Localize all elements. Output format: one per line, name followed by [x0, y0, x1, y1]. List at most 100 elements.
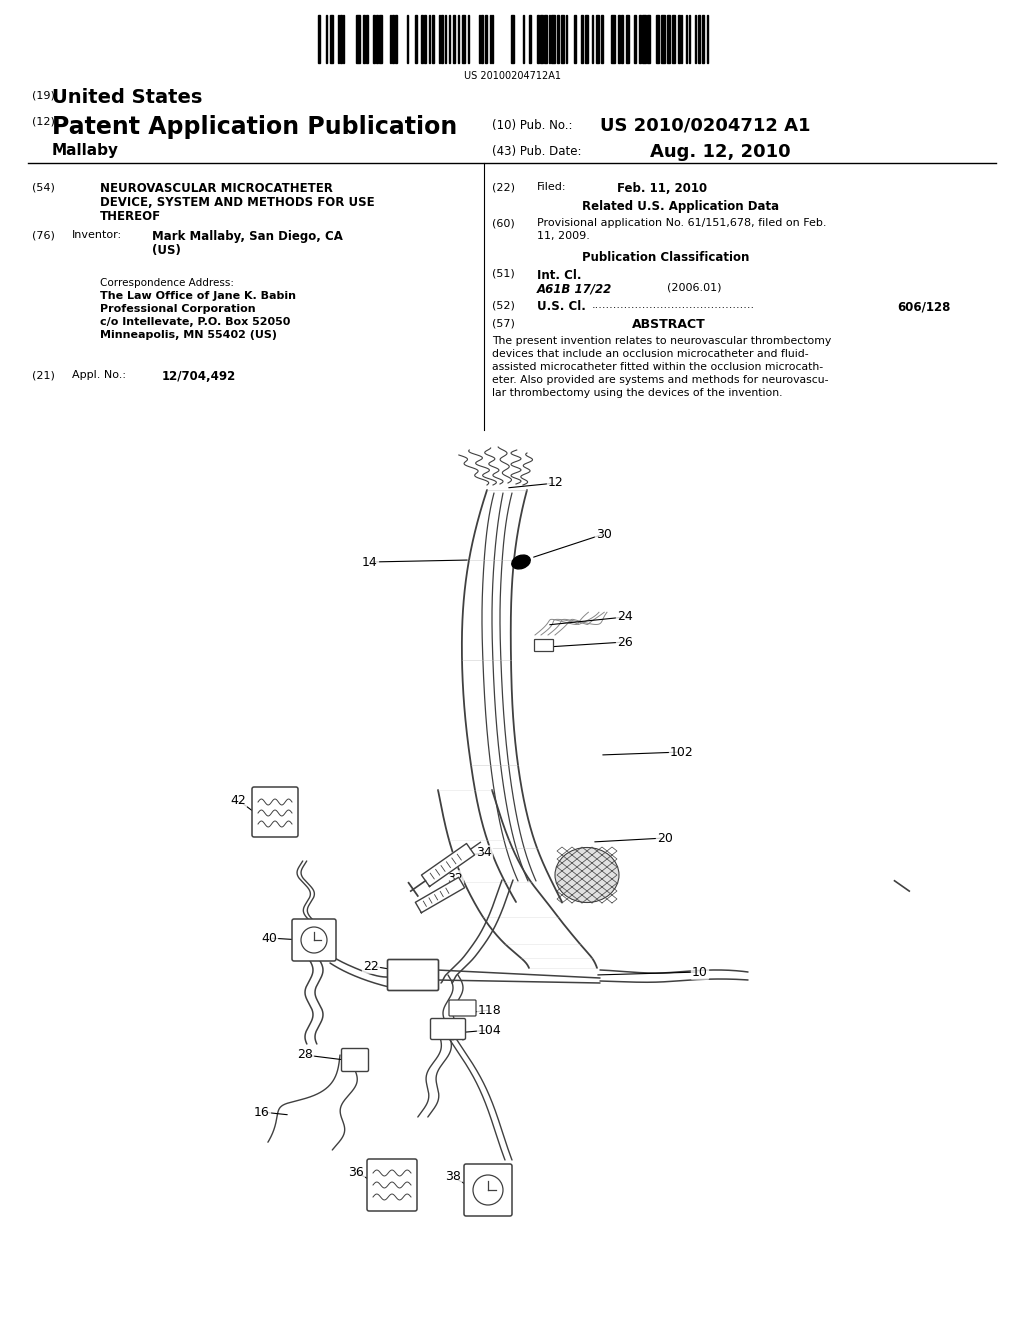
Bar	[544, 15, 547, 63]
Text: 26: 26	[617, 635, 633, 648]
Text: Inventor:: Inventor:	[72, 230, 122, 240]
Text: 14: 14	[362, 556, 378, 569]
Bar	[362, 15, 365, 63]
Text: 38: 38	[445, 1171, 461, 1184]
Bar	[453, 15, 455, 63]
Bar	[356, 15, 360, 63]
Text: Feb. 11, 2010: Feb. 11, 2010	[617, 182, 708, 195]
Bar	[432, 15, 434, 63]
Bar	[340, 15, 342, 63]
Text: assisted microcatheter fitted within the occlusion microcath-: assisted microcatheter fitted within the…	[492, 362, 823, 372]
Text: Publication Classification: Publication Classification	[582, 251, 750, 264]
Text: (19): (19)	[32, 90, 55, 100]
Ellipse shape	[512, 556, 530, 569]
Bar	[601, 15, 603, 63]
Text: 40: 40	[261, 932, 276, 945]
Bar	[366, 15, 368, 63]
Text: (12): (12)	[32, 117, 55, 127]
Text: (60): (60)	[492, 218, 515, 228]
Text: Appl. No.:: Appl. No.:	[72, 370, 126, 380]
Ellipse shape	[555, 847, 618, 903]
Text: c/o Intellevate, P.O. Box 52050: c/o Intellevate, P.O. Box 52050	[100, 317, 291, 327]
Bar	[537, 15, 539, 63]
Polygon shape	[416, 878, 465, 912]
Text: (US): (US)	[152, 244, 181, 257]
Bar	[373, 15, 375, 63]
Bar	[462, 15, 465, 63]
Bar	[529, 15, 531, 63]
Bar	[557, 15, 559, 63]
Bar	[626, 15, 629, 63]
Text: 12: 12	[548, 477, 564, 490]
Bar	[618, 15, 620, 63]
Bar	[392, 15, 394, 63]
Bar	[678, 15, 680, 63]
Bar	[574, 15, 575, 63]
Bar	[634, 15, 636, 63]
Text: (43) Pub. Date:: (43) Pub. Date:	[492, 145, 582, 158]
Text: The present invention relates to neurovascular thrombectomy: The present invention relates to neurova…	[492, 337, 831, 346]
Bar	[561, 15, 564, 63]
Text: DEVICE, SYSTEM AND METHODS FOR USE: DEVICE, SYSTEM AND METHODS FOR USE	[100, 195, 375, 209]
FancyBboxPatch shape	[341, 1048, 369, 1072]
FancyBboxPatch shape	[535, 639, 554, 652]
Text: Provisional application No. 61/151,678, filed on Feb.: Provisional application No. 61/151,678, …	[537, 218, 826, 228]
Bar	[611, 15, 615, 63]
Text: (22): (22)	[492, 182, 515, 191]
Text: 34: 34	[476, 846, 492, 859]
Bar	[379, 15, 382, 63]
Text: Mallaby: Mallaby	[52, 143, 119, 158]
FancyBboxPatch shape	[367, 1159, 417, 1210]
Text: (2006.01): (2006.01)	[667, 282, 722, 293]
Text: 118: 118	[478, 1003, 502, 1016]
Bar	[647, 15, 650, 63]
Bar	[642, 15, 646, 63]
Text: (21): (21)	[32, 370, 55, 380]
Bar	[421, 15, 423, 63]
Text: 24: 24	[617, 610, 633, 623]
Text: 104: 104	[478, 1023, 502, 1036]
Text: Related U.S. Application Data: Related U.S. Application Data	[582, 201, 779, 213]
FancyBboxPatch shape	[292, 919, 336, 961]
Bar	[702, 15, 705, 63]
Bar	[621, 15, 623, 63]
Text: 10: 10	[692, 965, 708, 978]
Text: (10) Pub. No.:: (10) Pub. No.:	[492, 119, 572, 132]
Text: 606/128: 606/128	[897, 300, 950, 313]
Polygon shape	[422, 843, 474, 887]
Text: .............................................: ........................................…	[592, 300, 755, 310]
Text: 32: 32	[447, 871, 463, 884]
Text: Professional Corporation: Professional Corporation	[100, 304, 256, 314]
Text: 36: 36	[348, 1166, 364, 1179]
FancyBboxPatch shape	[387, 960, 438, 990]
Bar	[596, 15, 599, 63]
FancyBboxPatch shape	[252, 787, 298, 837]
Bar	[485, 15, 487, 63]
Bar	[656, 15, 659, 63]
Text: 12/704,492: 12/704,492	[162, 370, 237, 383]
Bar	[415, 15, 417, 63]
Bar	[330, 15, 333, 63]
Text: 102: 102	[670, 746, 694, 759]
Text: (52): (52)	[492, 300, 515, 310]
Bar	[424, 15, 426, 63]
Text: 22: 22	[364, 960, 379, 973]
Bar	[540, 15, 543, 63]
Text: THEREOF: THEREOF	[100, 210, 161, 223]
Bar	[698, 15, 700, 63]
Text: (54): (54)	[32, 182, 55, 191]
Bar	[581, 15, 583, 63]
Bar	[376, 15, 378, 63]
Bar	[667, 15, 670, 63]
Text: 16: 16	[254, 1106, 270, 1118]
FancyBboxPatch shape	[430, 1019, 466, 1040]
Text: Mark Mallaby, San Diego, CA: Mark Mallaby, San Diego, CA	[152, 230, 343, 243]
Text: 20: 20	[657, 832, 673, 845]
Text: eter. Also provided are systems and methods for neurovascu-: eter. Also provided are systems and meth…	[492, 375, 828, 385]
Text: 28: 28	[297, 1048, 313, 1061]
Text: NEUROVASCULAR MICROCATHETER: NEUROVASCULAR MICROCATHETER	[100, 182, 333, 195]
Text: Minneapolis, MN 55402 (US): Minneapolis, MN 55402 (US)	[100, 330, 278, 341]
Bar	[551, 15, 555, 63]
Text: US 2010/0204712 A1: US 2010/0204712 A1	[600, 117, 811, 135]
Text: (57): (57)	[492, 318, 515, 327]
